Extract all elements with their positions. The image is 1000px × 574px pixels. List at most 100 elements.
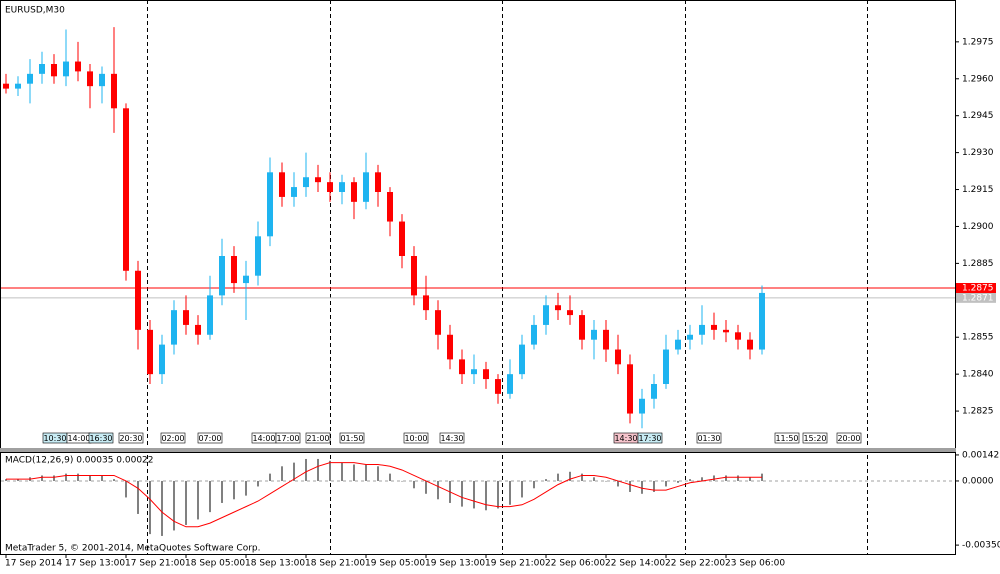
candle-body [267, 172, 273, 237]
candle-body [423, 295, 429, 311]
candle-body [459, 359, 465, 375]
candle-body [495, 379, 501, 394]
candle-body [255, 236, 261, 276]
event-label: 10:00 [404, 434, 427, 443]
event-label: 11:50 [775, 434, 798, 443]
candle-body [171, 310, 177, 345]
macd-bar [437, 480, 439, 500]
candle-body [195, 324, 201, 335]
event-tag [160, 432, 186, 444]
candle-body [615, 349, 621, 365]
candle-body [159, 344, 165, 375]
event-tag [275, 432, 301, 444]
candle-body [759, 292, 765, 350]
y-tick-label: 0.0000 [962, 476, 994, 486]
y-tick-label: 1.2975 [962, 37, 994, 47]
macd-bar [137, 480, 139, 514]
candle-body [51, 64, 57, 77]
candle-body [231, 256, 237, 284]
macd-bar [281, 466, 283, 481]
macd-bar [365, 464, 367, 481]
x-tick-label: 18 Sep 21:00 [305, 559, 365, 569]
macd-bar [209, 480, 211, 513]
candle-body [639, 398, 645, 414]
x-tick-label: 19 Sep 05:00 [365, 559, 425, 569]
candle-body [243, 275, 249, 284]
bid-line-label: 1.2871 [962, 293, 994, 303]
macd-frame [0, 452, 956, 555]
macd-bar [461, 480, 463, 507]
ask-line-tag [956, 283, 996, 293]
macd-signal [6, 462, 762, 528]
macd-bar [41, 475, 43, 481]
candle-body [363, 172, 369, 202]
macd-bar [221, 480, 223, 503]
macd-bar [245, 480, 247, 496]
macd-bar [77, 473, 79, 481]
macd-bar [689, 479, 691, 481]
macd-label: MACD(12,26,9) 0.00035 0.00022 [5, 456, 154, 466]
candle-body [483, 369, 489, 380]
x-tick-label: 22 Sep 06:00 [545, 559, 605, 569]
candle-body [15, 83, 21, 89]
candle-body [3, 83, 9, 89]
event-label: 20:30 [119, 434, 142, 443]
macd-bar [701, 477, 703, 481]
macd-bar [65, 473, 67, 481]
macd-bar [197, 480, 199, 520]
macd-bar [89, 475, 91, 481]
x-tick-label: 19 Sep 21:00 [485, 559, 545, 569]
candle-body [567, 310, 573, 316]
candle-body [375, 172, 381, 192]
y-tick-label: 1.2855 [962, 333, 994, 343]
macd-bar [317, 458, 319, 481]
macd-bar [653, 480, 655, 492]
panel-splitter [0, 448, 956, 452]
candle-body [711, 324, 717, 330]
y-tick-label: 1.2945 [962, 111, 994, 121]
candle-body [471, 369, 477, 375]
macd-bar [629, 480, 631, 492]
event-label: 17:30 [638, 434, 661, 443]
macd-bar [557, 473, 559, 481]
candle-body [27, 73, 33, 84]
bid-line-tag [956, 292, 996, 303]
macd-bar [725, 475, 727, 481]
y-tick-label: 1.2930 [962, 148, 994, 158]
event-tag [197, 432, 223, 444]
candle-body [687, 334, 693, 340]
macd-bar [257, 480, 259, 487]
candle-body [723, 329, 729, 333]
event-tag [88, 432, 114, 444]
macd-bar [665, 480, 667, 487]
macd-bar [593, 477, 595, 481]
x-tick-label: 22 Sep 14:00 [605, 559, 665, 569]
event-label: 21:00 [306, 434, 329, 443]
macd-bar [749, 477, 751, 481]
candle-body [699, 324, 705, 335]
candle-body [579, 315, 585, 340]
event-label: 10:30 [43, 434, 66, 443]
candle-body [291, 187, 297, 197]
macd-bar [485, 480, 487, 511]
event-label: 17:00 [276, 434, 299, 443]
x-tick-label: 18 Sep 13:00 [245, 559, 305, 569]
macd-bar [533, 480, 535, 489]
event-label: 14:00 [67, 434, 90, 443]
candle-body [591, 329, 597, 340]
macd-bar [161, 480, 163, 536]
macd-bar [17, 479, 19, 481]
macd-bar [389, 473, 391, 481]
candle-body [519, 344, 525, 375]
macd-bar [425, 480, 427, 494]
event-tag [439, 432, 465, 444]
event-label: 01:30 [697, 434, 720, 443]
event-label: 01:50 [340, 434, 363, 443]
macd-bar [401, 480, 403, 482]
ask-line-label: 1.2875 [962, 284, 994, 294]
y-tick-label: 1.2885 [962, 259, 994, 269]
macd-bar [677, 480, 679, 483]
candle-body [555, 305, 561, 311]
event-tag [836, 432, 862, 444]
